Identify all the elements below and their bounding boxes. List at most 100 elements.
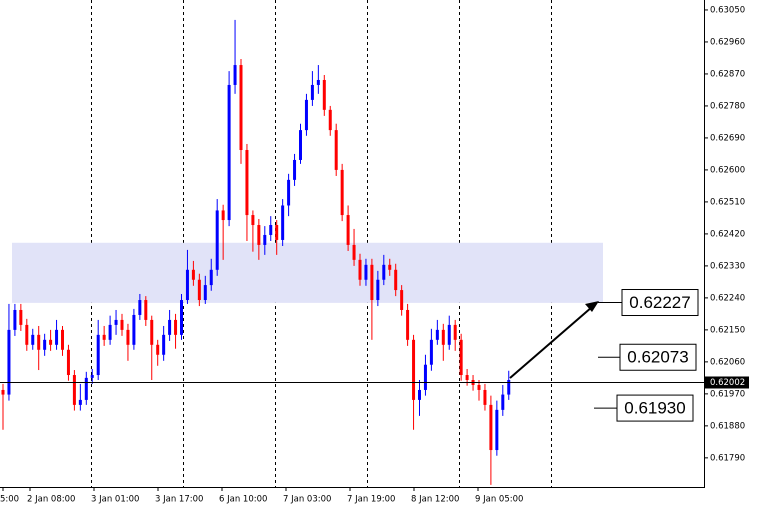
candle-body xyxy=(1,389,5,395)
candle-body xyxy=(376,279,380,301)
candle-body xyxy=(90,375,94,378)
candle-body xyxy=(37,334,41,350)
y-tick-label: 0.62690 xyxy=(710,133,745,143)
candle-body xyxy=(43,339,47,350)
level-label: 0.61930 xyxy=(624,399,685,418)
y-tick-label: 0.62420 xyxy=(710,229,745,239)
candle-body xyxy=(251,215,255,226)
level-box xyxy=(619,343,697,371)
candle-body xyxy=(132,314,136,345)
candle-body xyxy=(203,285,207,301)
candle-body xyxy=(227,84,231,221)
candle-body xyxy=(275,225,279,240)
candle-body xyxy=(156,344,160,355)
candle-body xyxy=(84,377,88,400)
candle-body xyxy=(239,65,243,151)
candle-body xyxy=(483,389,487,405)
candle-body xyxy=(287,179,291,206)
candle-body xyxy=(257,225,261,245)
level-label: 0.62073 xyxy=(627,348,688,367)
candle-body xyxy=(352,244,356,260)
x-tick-label: 5:00 xyxy=(0,495,19,505)
arrow-shaft xyxy=(509,306,593,379)
candle-body xyxy=(328,109,332,131)
candle-body xyxy=(489,404,493,451)
y-tick-label: 0.62150 xyxy=(710,325,745,335)
candle-body xyxy=(72,375,76,405)
x-tick-label: 9 Jan 05:00 xyxy=(475,495,523,505)
candle-body xyxy=(429,339,433,365)
candle-body xyxy=(221,210,225,221)
candle-body xyxy=(269,225,273,235)
candle-body xyxy=(322,79,326,110)
x-tick-label: 8 Jan 12:00 xyxy=(411,495,459,505)
x-tick-label: 7 Jan 03:00 xyxy=(283,495,331,505)
candle-body xyxy=(96,334,100,376)
candle-body xyxy=(174,319,178,335)
current-price-box xyxy=(705,376,749,389)
candle-body xyxy=(126,329,130,345)
y-tick-label: 0.62960 xyxy=(710,37,745,47)
candle-body xyxy=(78,399,82,405)
x-tick-label: 2 Jan 08:00 xyxy=(27,495,75,505)
y-tick-label: 0.62060 xyxy=(710,357,745,367)
candle-body xyxy=(382,264,386,280)
candle-body xyxy=(233,65,237,85)
candle-body xyxy=(495,409,499,451)
candle-body xyxy=(263,234,267,245)
level-box xyxy=(616,394,694,422)
candle-body xyxy=(465,375,469,381)
candle-body xyxy=(358,259,362,280)
candle-body xyxy=(388,264,392,270)
x-tick-label: 3 Jan 01:00 xyxy=(91,495,139,505)
x-tick-label: 3 Jan 17:00 xyxy=(155,495,203,505)
candle-body xyxy=(55,329,59,345)
level-box xyxy=(621,289,699,317)
candle-body xyxy=(144,300,148,320)
candle-body xyxy=(507,380,511,395)
candle-body xyxy=(334,130,338,170)
candles xyxy=(1,19,511,485)
y-tick-label: 0.62780 xyxy=(710,101,745,111)
candle-body xyxy=(168,319,172,335)
candle-body xyxy=(281,205,285,240)
x-tick-label: 7 Jan 19:00 xyxy=(347,495,395,505)
candle-body xyxy=(346,215,350,245)
candle-body xyxy=(447,324,451,345)
candle-body xyxy=(191,269,195,280)
candle-body xyxy=(19,309,23,325)
candle-body xyxy=(310,84,314,100)
candle-body xyxy=(150,319,154,345)
y-tick-label: 0.62330 xyxy=(710,261,745,271)
zone xyxy=(12,242,603,303)
candle-body xyxy=(31,334,35,345)
candle-body xyxy=(370,264,374,301)
y-tick-label: 0.62600 xyxy=(710,165,745,175)
candle-body xyxy=(49,339,53,345)
candle-body xyxy=(108,324,112,340)
candle-body xyxy=(180,300,183,335)
candle-body xyxy=(435,329,439,340)
y-tick-label: 0.61790 xyxy=(710,453,745,463)
candle-body xyxy=(114,319,118,325)
x-tick-label: 6 Jan 10:00 xyxy=(219,495,267,505)
candle-body xyxy=(293,159,297,180)
candle-body xyxy=(423,364,427,390)
y-tick-label: 0.63050 xyxy=(710,5,745,15)
candle-body xyxy=(299,130,302,160)
candle-body xyxy=(340,169,344,216)
current-price-label: 0.62002 xyxy=(710,378,745,388)
candle-body xyxy=(215,210,219,270)
candle-body xyxy=(162,334,166,355)
candle-body xyxy=(13,309,17,330)
candle-body xyxy=(120,319,124,330)
candle-body xyxy=(364,264,368,280)
y-tick-label: 0.61970 xyxy=(710,389,745,399)
candle-body xyxy=(453,324,457,340)
candle-body xyxy=(102,334,106,340)
candle-body xyxy=(501,394,505,410)
candle-body xyxy=(441,329,445,345)
candle-body xyxy=(185,269,189,301)
